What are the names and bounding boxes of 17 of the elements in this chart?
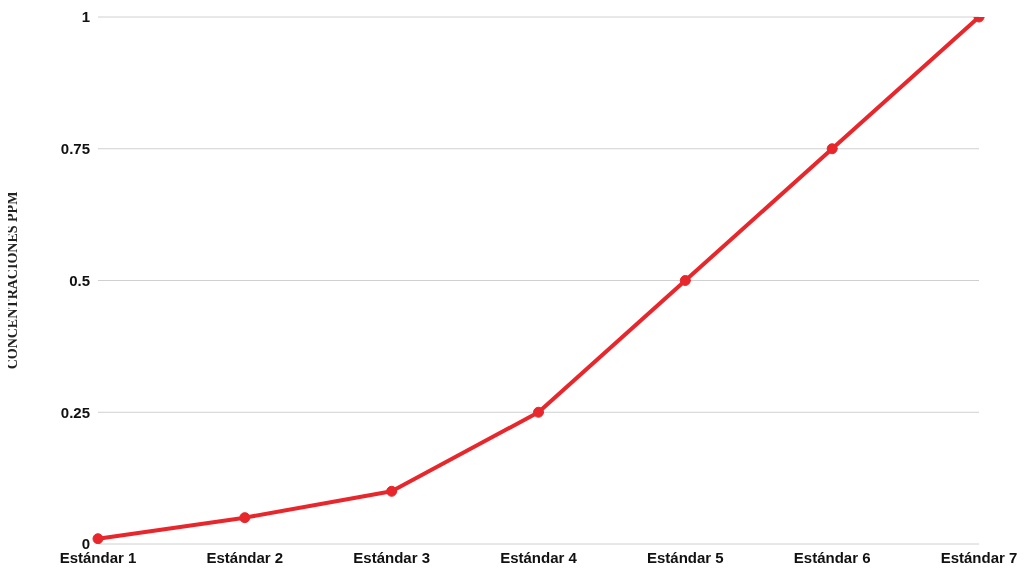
point — [386, 485, 398, 497]
point — [533, 406, 544, 418]
y-tick-label: 1 — [81, 8, 90, 26]
y-tick-label: 0.25 — [60, 403, 90, 421]
x-tick-label: Estándar 4 — [500, 548, 578, 566]
y-tick-label: 0.75 — [60, 140, 90, 158]
x-tick-label: Estándar 2 — [206, 548, 284, 566]
x-tick-label: Estándar 6 — [793, 548, 871, 566]
x-tick-label: Estándar 5 — [646, 548, 724, 566]
y-axis-title: CONCENTRACIONES PPM — [4, 191, 20, 370]
point — [239, 512, 251, 524]
x-tick-label: Estándar 7 — [940, 548, 1018, 566]
point — [826, 143, 838, 155]
y-tick-label: 0.5 — [69, 271, 90, 289]
point — [92, 533, 104, 544]
point — [679, 275, 691, 286]
x-tick-label: Estándar 3 — [353, 548, 431, 566]
